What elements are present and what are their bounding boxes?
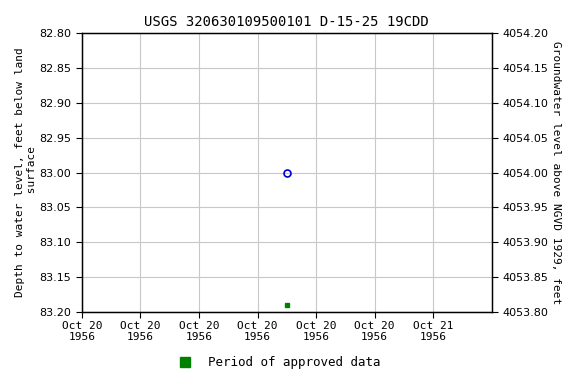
Legend: Period of approved data: Period of approved data xyxy=(168,351,385,374)
Y-axis label: Groundwater level above NGVD 1929, feet: Groundwater level above NGVD 1929, feet xyxy=(551,41,561,304)
Title: USGS 320630109500101 D-15-25 19CDD: USGS 320630109500101 D-15-25 19CDD xyxy=(145,15,429,29)
Y-axis label: Depth to water level, feet below land
 surface: Depth to water level, feet below land su… xyxy=(15,48,37,298)
